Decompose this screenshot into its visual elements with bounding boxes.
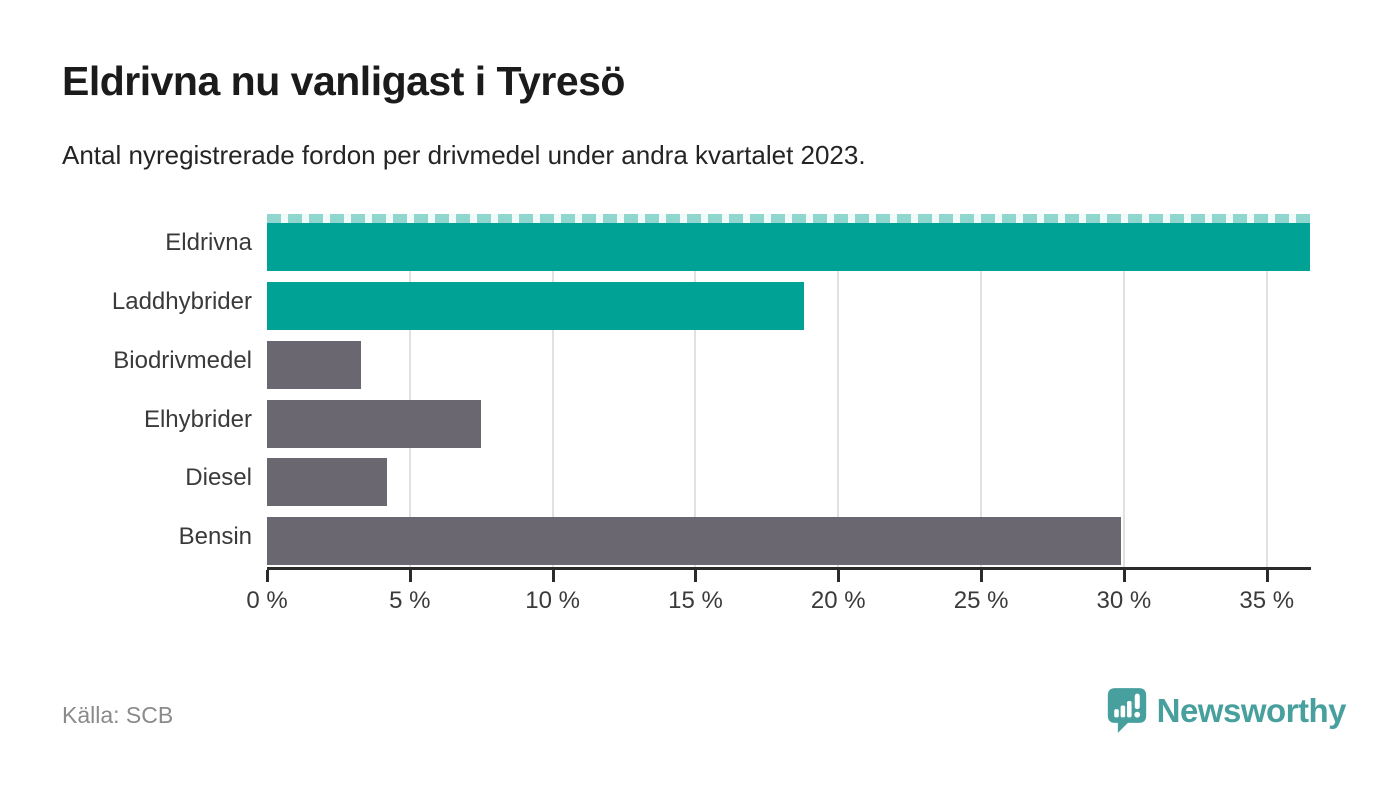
x-axis-tick-35 bbox=[1265, 570, 1269, 582]
x-axis-tick-0 bbox=[266, 570, 269, 582]
bar-bensin bbox=[267, 517, 1122, 566]
bar-chart: Eldrivna Laddhybrider Biodrivmedel Elhybrid… bbox=[62, 214, 1311, 634]
x-axis-tick-label-15: 15 % bbox=[668, 587, 723, 614]
plot-area: 0 % 5 % 10 % 15 % 20 % 25 % 30 % 35 % bbox=[246, 214, 1311, 614]
bar-eldrivna bbox=[267, 223, 1310, 271]
gridline-20 bbox=[837, 214, 840, 567]
gridline-15 bbox=[694, 214, 697, 567]
x-axis-tick-20 bbox=[837, 570, 841, 582]
bar-biodrivmedel bbox=[267, 340, 362, 389]
brand-lockup: Newsworthy bbox=[1106, 686, 1347, 736]
page-title: Eldrivna nu vanligast i Tyresö bbox=[62, 58, 625, 104]
x-axis-tick-label-10: 10 % bbox=[525, 587, 580, 614]
category-labels: Eldrivna Laddhybrider Biodrivmedel Elhybrid… bbox=[62, 214, 252, 570]
category-label-laddhybrider: Laddhybrider bbox=[111, 287, 252, 315]
category-label-eldrivna: Eldrivna bbox=[165, 229, 252, 256]
bar-laddhybrider bbox=[267, 281, 804, 330]
category-label-diesel: Diesel bbox=[185, 464, 252, 492]
x-axis-tick-label-30: 30 % bbox=[1096, 587, 1152, 614]
x-axis-tick-10 bbox=[551, 570, 555, 582]
newsworthy-logo-icon bbox=[1107, 688, 1146, 733]
brand-name: Newsworthy bbox=[1156, 692, 1347, 729]
x-axis-tick-25 bbox=[980, 570, 984, 582]
gridline-10 bbox=[551, 214, 554, 567]
category-label-biodrivmedel: Biodrivmedel bbox=[113, 346, 252, 374]
clipped-bar-edge-pattern bbox=[267, 214, 1310, 223]
x-axis-tick-label-5: 5 % bbox=[389, 587, 431, 614]
x-axis-tick-label-0: 0 % bbox=[246, 587, 288, 614]
bar-diesel bbox=[267, 458, 387, 507]
category-label-elhybrider: Elhybrider bbox=[143, 405, 252, 433]
page-subtitle: Antal nyregistrerade fordon per drivmede… bbox=[62, 140, 866, 170]
gridline-25 bbox=[980, 214, 983, 567]
x-axis-tick-label-20: 20 % bbox=[810, 587, 866, 614]
x-axis-tick-15 bbox=[694, 570, 698, 582]
gridline-30 bbox=[1122, 214, 1125, 567]
x-axis-tick-5 bbox=[408, 570, 412, 582]
x-axis-tick-label-25: 25 % bbox=[953, 587, 1009, 614]
x-axis-tick-30 bbox=[1122, 570, 1126, 582]
category-label-bensin: Bensin bbox=[178, 523, 252, 551]
gridline-35 bbox=[1265, 214, 1268, 567]
bar-elhybrider bbox=[267, 399, 482, 448]
source-credit: Källa: SCB bbox=[62, 702, 174, 728]
x-axis-tick-label-35: 35 % bbox=[1239, 587, 1295, 614]
gridline-5 bbox=[408, 214, 411, 567]
